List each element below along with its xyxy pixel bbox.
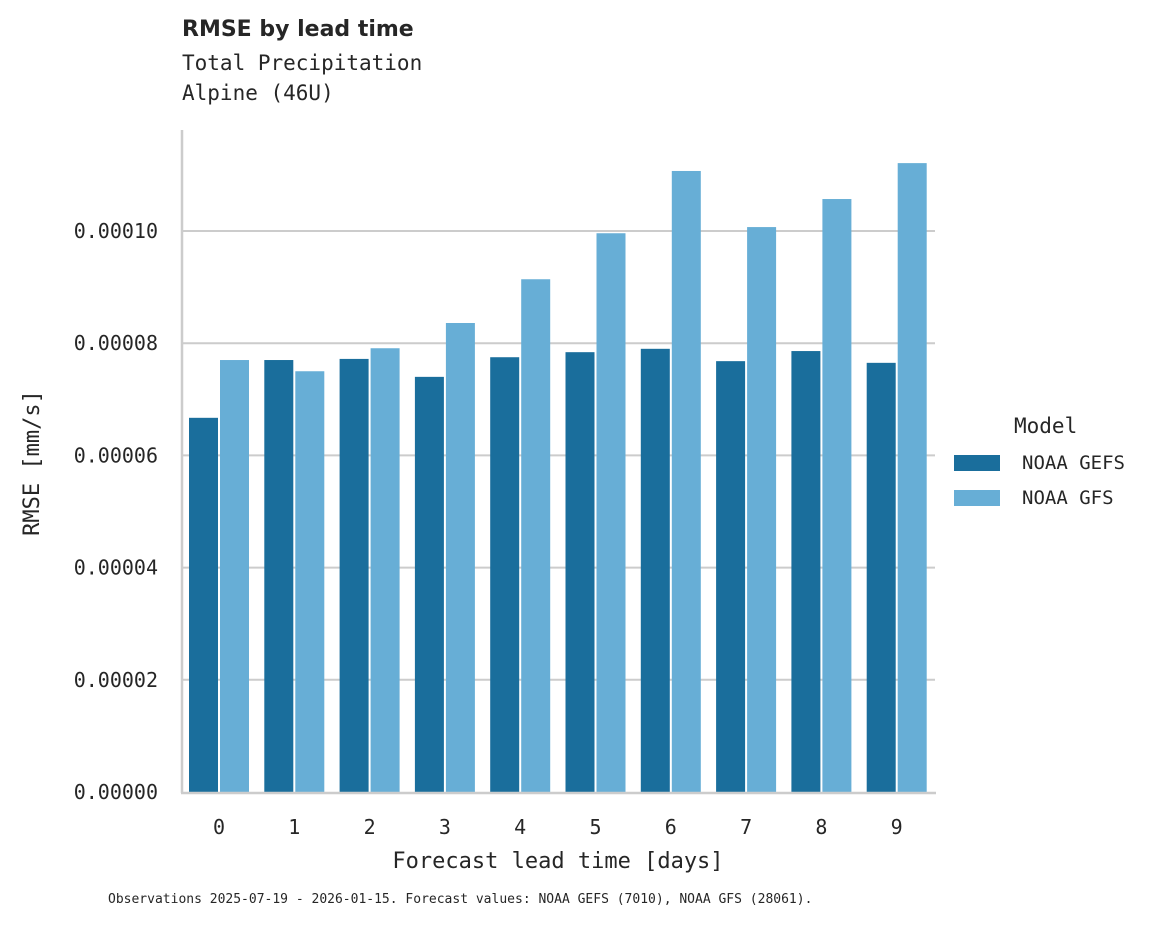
legend-label-gfs: NOAA GFS bbox=[1022, 487, 1114, 509]
bar-noaa-gfs-5 bbox=[596, 233, 626, 792]
bar-noaa-gfs-9 bbox=[897, 163, 927, 792]
y-axis-label: RMSE [mm/s] bbox=[20, 390, 45, 536]
y-tick-label: 0.00008 bbox=[74, 331, 158, 355]
bar-noaa-gfs-4 bbox=[521, 279, 551, 793]
bar-noaa-gefs-2 bbox=[339, 358, 369, 792]
chart-title: RMSE by lead time bbox=[182, 17, 414, 42]
legend-title: Model bbox=[1014, 414, 1078, 438]
bar-noaa-gfs-0 bbox=[220, 360, 249, 792]
x-tick-label: 2 bbox=[364, 815, 376, 839]
bar-noaa-gfs-1 bbox=[295, 371, 325, 792]
bar-noaa-gefs-1 bbox=[264, 360, 294, 792]
y-tick-label: 0.00010 bbox=[74, 219, 158, 243]
chart-subtitle-region: Alpine (46U) bbox=[182, 81, 334, 105]
bar-noaa-gfs-6 bbox=[671, 170, 701, 792]
axes bbox=[180, 130, 936, 795]
bar-noaa-gfs-7 bbox=[747, 227, 777, 792]
y-tick-label: 0.00000 bbox=[74, 780, 158, 804]
x-tick-label: 3 bbox=[439, 815, 451, 839]
bar-noaa-gefs-7 bbox=[716, 361, 746, 792]
legend-item-gefs: NOAA GEFS bbox=[954, 452, 1125, 474]
footnote: Observations 2025-07-19 - 2026-01-15. Fo… bbox=[108, 892, 813, 907]
x-axis-label: Forecast lead time [days] bbox=[392, 849, 723, 874]
chart-subtitle-variable: Total Precipitation bbox=[182, 51, 423, 75]
bars bbox=[189, 163, 927, 793]
bar-noaa-gefs-0 bbox=[189, 417, 218, 792]
legend-swatch-gfs bbox=[954, 490, 1000, 506]
x-tick-labels: 0 1 2 3 4 5 6 7 8 9 bbox=[213, 815, 903, 839]
x-tick-label: 4 bbox=[514, 815, 526, 839]
y-tick-label: 0.00004 bbox=[74, 556, 158, 580]
bar-noaa-gefs-3 bbox=[414, 376, 444, 792]
x-tick-label: 8 bbox=[815, 815, 827, 839]
y-tick-label: 0.00002 bbox=[74, 668, 158, 692]
bar-noaa-gfs-8 bbox=[822, 199, 852, 792]
bar-noaa-gfs-3 bbox=[445, 323, 475, 792]
bar-noaa-gefs-6 bbox=[640, 348, 670, 792]
x-tick-label: 6 bbox=[665, 815, 677, 839]
x-tick-label: 1 bbox=[288, 815, 300, 839]
x-tick-label: 0 bbox=[213, 815, 225, 839]
bar-noaa-gfs-2 bbox=[370, 348, 400, 792]
x-tick-label: 5 bbox=[589, 815, 601, 839]
bar-noaa-gefs-8 bbox=[791, 351, 821, 792]
x-tick-label: 9 bbox=[891, 815, 903, 839]
x-tick-label: 7 bbox=[740, 815, 752, 839]
y-tick-label: 0.00006 bbox=[74, 443, 158, 467]
bar-noaa-gefs-9 bbox=[866, 362, 896, 792]
legend-swatch-gefs bbox=[954, 455, 1000, 471]
bar-noaa-gefs-4 bbox=[490, 357, 520, 792]
y-tick-labels: 0.00000 0.00002 0.00004 0.00006 0.00008 0.000… bbox=[74, 219, 158, 804]
legend-item-gfs: NOAA GFS bbox=[954, 487, 1114, 509]
legend-label-gefs: NOAA GEFS bbox=[1022, 452, 1125, 474]
bar-noaa-gefs-5 bbox=[565, 352, 595, 792]
